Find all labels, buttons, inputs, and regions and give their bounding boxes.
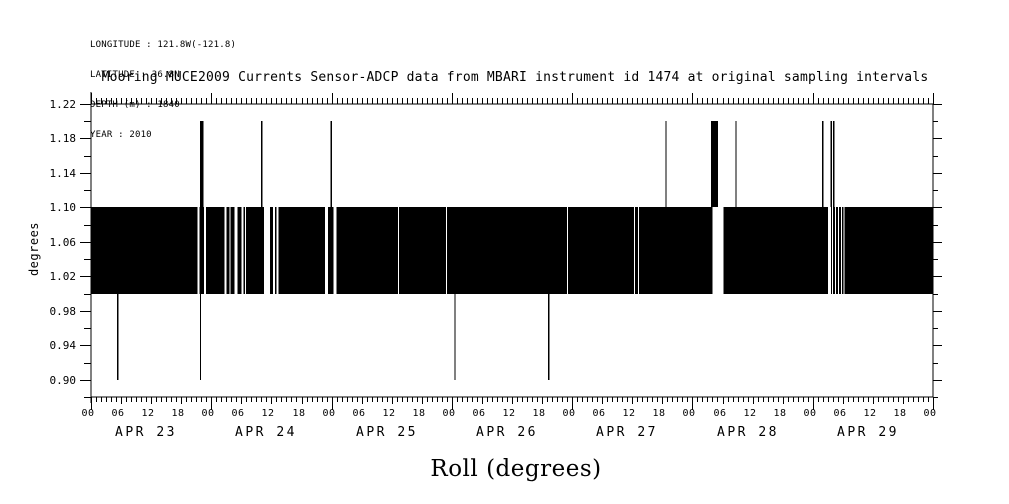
svg-text:06: 06 — [592, 408, 605, 419]
y-axis-ticks — [80, 104, 942, 398]
svg-text:APR 29: APR 29 — [837, 425, 899, 440]
svg-text:00: 00 — [322, 408, 335, 419]
low-roll-spikes — [117, 294, 550, 380]
svg-text:APR 24: APR 24 — [235, 425, 297, 440]
high-roll-spikes — [199, 121, 835, 207]
svg-text:06: 06 — [833, 408, 846, 419]
svg-text:06: 06 — [472, 408, 485, 419]
svg-text:00: 00 — [201, 408, 214, 419]
svg-text:APR 27: APR 27 — [596, 425, 658, 440]
svg-text:06: 06 — [231, 408, 244, 419]
x-axis-title: Roll (degrees) — [430, 456, 602, 482]
svg-text:APR 25: APR 25 — [356, 425, 418, 440]
data-gap-stripes — [197, 207, 845, 294]
svg-text:12: 12 — [743, 408, 756, 419]
y-tick-labels: 0.90 0.94 0.98 1.02 1.06 1.10 1.14 1.18 1.22 — [50, 98, 77, 387]
svg-text:APR 23: APR 23 — [115, 425, 177, 440]
svg-text:00: 00 — [803, 408, 816, 419]
chart-title: Mooring MUCE2009 Currents Sensor-ADCP da… — [101, 70, 929, 85]
svg-text:0.98: 0.98 — [50, 305, 77, 318]
svg-text:12: 12 — [382, 408, 395, 419]
svg-text:1.14: 1.14 — [50, 167, 77, 180]
header-metadata: LONGITUDE : 121.8W(-121.8) LATITUDE : 36… — [90, 20, 236, 160]
svg-text:1.18: 1.18 — [50, 132, 77, 145]
svg-text:00: 00 — [81, 408, 94, 419]
svg-text:1.06: 1.06 — [50, 236, 77, 249]
meta-depth: DEPTH (m) : 1840 — [90, 100, 180, 110]
svg-text:00: 00 — [442, 408, 455, 419]
meta-latitude: LATITUDE : 36.8N — [90, 70, 180, 80]
svg-text:18: 18 — [171, 408, 184, 419]
svg-text:1.02: 1.02 — [50, 270, 77, 283]
meta-year: YEAR : 2010 — [90, 130, 152, 140]
svg-text:06: 06 — [713, 408, 726, 419]
svg-text:18: 18 — [412, 408, 425, 419]
svg-text:06: 06 — [352, 408, 365, 419]
svg-text:12: 12 — [622, 408, 635, 419]
svg-text:18: 18 — [773, 408, 786, 419]
x-axis-ticks — [91, 93, 934, 410]
svg-text:12: 12 — [261, 408, 274, 419]
hour-labels: 00 06 12 18 00 06 12 18 00 06 12 18 00 06 12 18 00 06 12 18… — [81, 408, 936, 419]
svg-text:0.90: 0.90 — [50, 374, 77, 387]
svg-text:1.22: 1.22 — [50, 98, 77, 111]
svg-text:APR 28: APR 28 — [717, 425, 779, 440]
svg-text:12: 12 — [863, 408, 876, 419]
svg-text:1.10: 1.10 — [50, 201, 77, 214]
svg-text:06: 06 — [111, 408, 124, 419]
svg-text:00: 00 — [923, 408, 936, 419]
svg-text:18: 18 — [292, 408, 305, 419]
svg-text:12: 12 — [502, 408, 515, 419]
svg-text:12: 12 — [141, 408, 154, 419]
svg-text:00: 00 — [682, 408, 695, 419]
svg-text:18: 18 — [532, 408, 545, 419]
svg-text:00: 00 — [562, 408, 575, 419]
date-labels: APR 23 APR 24 APR 25 APR 26 APR 27 APR 28 APR … — [115, 425, 899, 440]
svg-text:18: 18 — [652, 408, 665, 419]
svg-text:18: 18 — [893, 408, 906, 419]
meta-longitude: LONGITUDE : 121.8W(-121.8) — [90, 40, 237, 50]
roll-data-band — [91, 207, 933, 294]
svg-text:APR 26: APR 26 — [476, 425, 538, 440]
svg-text:0.94: 0.94 — [50, 339, 77, 352]
